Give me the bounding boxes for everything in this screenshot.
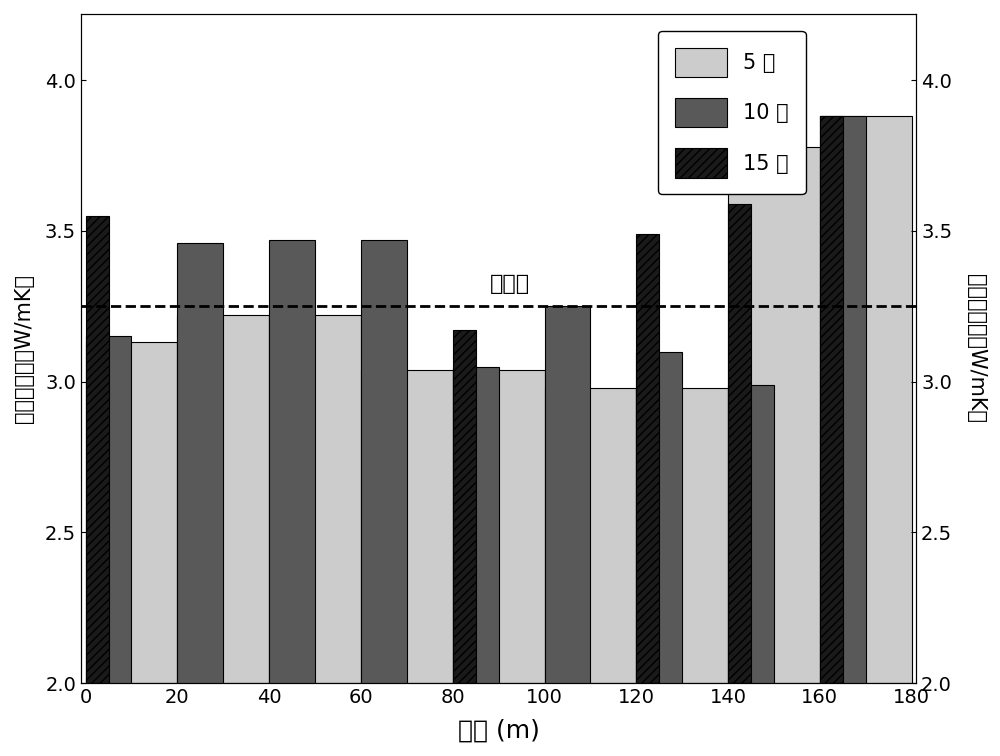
Bar (636, 234, 659, 683)
Bar (86, 336, 131, 683)
Y-axis label: 岩土热导率（W/mK）: 岩土热导率（W/mK） (14, 274, 34, 423)
Bar (728, 147, 820, 683)
Bar (453, 370, 545, 683)
Bar (453, 330, 476, 683)
Bar (728, 385, 774, 683)
Bar (177, 243, 223, 683)
Bar (86, 216, 109, 683)
Bar (545, 388, 636, 683)
Bar (636, 388, 728, 683)
Bar (545, 306, 590, 683)
Bar (636, 352, 682, 683)
Bar (728, 204, 751, 683)
Bar (820, 116, 843, 683)
Bar (269, 240, 315, 683)
Bar (361, 240, 407, 683)
Bar (86, 342, 177, 683)
Bar (820, 116, 866, 683)
Y-axis label: 岩土热导率（W/mK）: 岩土热导率（W/mK） (966, 274, 986, 423)
Bar (269, 315, 361, 683)
Bar (820, 116, 912, 683)
X-axis label: 深度 (m): 深度 (m) (458, 718, 540, 742)
Bar (361, 370, 453, 683)
Legend: 5 层, 10 层, 15 层: 5 层, 10 层, 15 层 (658, 31, 806, 194)
Bar (177, 315, 269, 683)
Text: 参考値: 参考値 (489, 274, 530, 294)
Bar (453, 367, 499, 683)
